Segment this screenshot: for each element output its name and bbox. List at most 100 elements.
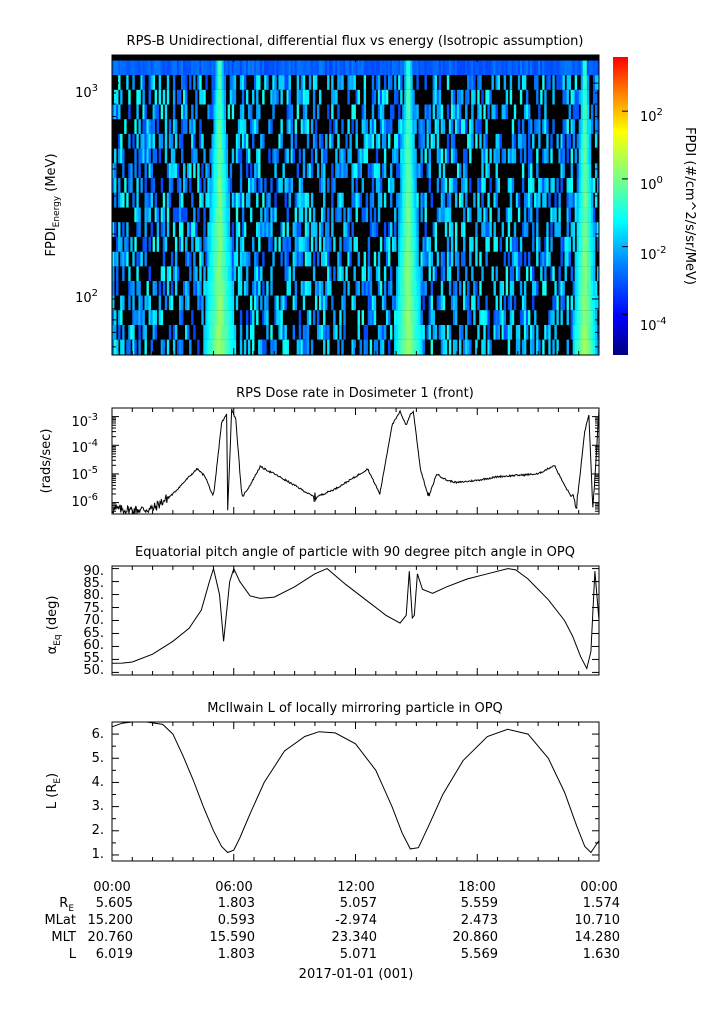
spectrogram-cell bbox=[215, 192, 218, 208]
spectrogram-cell bbox=[517, 251, 521, 267]
spectrogram-cell bbox=[408, 192, 411, 208]
spectrogram-cell bbox=[164, 133, 168, 149]
spectrogram-cell bbox=[383, 324, 387, 340]
ephemeris-label-mlt: MLT bbox=[51, 930, 76, 945]
spectrogram-cell bbox=[183, 75, 186, 90]
spectrogram-cell bbox=[170, 148, 174, 164]
spectrogram-cell bbox=[586, 280, 590, 296]
spectrogram-cell bbox=[566, 60, 569, 76]
spectrogram-cell bbox=[278, 75, 281, 90]
spectrogram-cell bbox=[544, 266, 547, 281]
spectrogram-cell bbox=[572, 133, 576, 149]
spectrogram-cell bbox=[136, 178, 139, 193]
spectrogram-cell bbox=[566, 119, 569, 134]
spectrogram-cell bbox=[199, 119, 202, 134]
spectrogram-cell bbox=[195, 148, 198, 164]
spectrogram-cell bbox=[353, 192, 356, 208]
pitch-angle-y-tick-label-55: 55. bbox=[83, 651, 104, 666]
spectrogram-cell bbox=[148, 310, 151, 325]
spectrogram-cell bbox=[410, 192, 413, 208]
spectrogram-cell bbox=[321, 280, 324, 296]
spectrogram-cell bbox=[359, 60, 362, 76]
spectrogram-cell bbox=[574, 207, 578, 223]
spectrogram-cell bbox=[406, 222, 409, 237]
spectrogram-cell bbox=[258, 75, 261, 90]
spectrogram-cell bbox=[215, 280, 218, 296]
spectrogram-cell bbox=[205, 75, 208, 90]
spectrogram-cell bbox=[523, 148, 527, 164]
spectrogram-cell bbox=[302, 75, 306, 90]
spectrogram-cell bbox=[122, 192, 125, 208]
spectrogram-cell bbox=[479, 60, 482, 76]
spectrogram-cell bbox=[128, 163, 131, 179]
spectrogram-cell bbox=[288, 104, 291, 120]
spectrogram-cell bbox=[363, 119, 367, 134]
spectrogram-cell bbox=[538, 236, 541, 252]
spectrogram-cell bbox=[225, 236, 229, 252]
spectrogram-cell bbox=[189, 60, 192, 76]
spectrogram-cell bbox=[501, 280, 505, 296]
spectrogram-cell bbox=[213, 266, 216, 281]
spectrogram-cell bbox=[296, 60, 300, 76]
ephemeris-mlat-value: 2.473 bbox=[461, 913, 498, 928]
spectrogram-cell bbox=[197, 295, 200, 311]
spectrogram-cell bbox=[580, 207, 584, 223]
spectrogram-cell bbox=[454, 148, 458, 164]
spectrogram-cell bbox=[166, 266, 170, 281]
spectrogram-cell bbox=[178, 207, 182, 223]
spectrogram-cell bbox=[412, 178, 415, 193]
spectrogram-cell bbox=[308, 163, 312, 179]
spectrogram-cell bbox=[337, 266, 340, 281]
spectrogram-cell bbox=[406, 310, 409, 325]
spectrogram-cell bbox=[316, 104, 320, 120]
spectrogram-cell bbox=[122, 339, 125, 355]
spectrogram-cell bbox=[286, 178, 289, 193]
spectrogram-cell bbox=[219, 339, 222, 355]
spectrogram-cell bbox=[229, 339, 233, 355]
spectrogram-cell bbox=[318, 60, 322, 76]
spectrogram-cell bbox=[183, 163, 186, 179]
spectrogram-cell bbox=[176, 339, 180, 355]
spectrogram-cell bbox=[225, 251, 229, 267]
spectrogram-cell bbox=[170, 163, 174, 179]
spectrogram-cell bbox=[402, 266, 405, 281]
spectrogram-cell bbox=[458, 60, 462, 76]
spectrogram-cell bbox=[247, 192, 251, 208]
spectrogram-cell bbox=[511, 266, 515, 281]
mcilwain-l-y-tick-label-6: 6. bbox=[92, 727, 104, 742]
spectrogram-cell bbox=[473, 192, 476, 208]
spectrogram-cell bbox=[469, 119, 472, 134]
spectrogram-cell bbox=[294, 251, 298, 267]
spectrogram-cell bbox=[410, 310, 413, 325]
spectrogram-cell bbox=[560, 148, 563, 164]
spectrogram-cell bbox=[432, 60, 436, 76]
spectrogram-cell bbox=[235, 295, 239, 311]
spectrogram-cell bbox=[371, 310, 375, 325]
spectrogram-cell bbox=[199, 295, 202, 311]
spectrogram-cell bbox=[343, 222, 346, 237]
spectrogram-cell bbox=[201, 251, 204, 267]
spectrogram-cell bbox=[574, 251, 578, 267]
spectrogram-cell bbox=[381, 339, 385, 355]
spectrogram-cell bbox=[207, 310, 210, 325]
spectrogram-cell bbox=[229, 75, 233, 90]
spectrogram-cell bbox=[442, 251, 446, 267]
spectrogram-cell bbox=[359, 192, 362, 208]
spectrogram-cell bbox=[278, 178, 281, 193]
spectrogram-cell bbox=[576, 339, 580, 355]
spectrogram-cell bbox=[428, 295, 431, 311]
spectrogram-cell bbox=[461, 192, 464, 208]
spectrogram-cell bbox=[424, 251, 427, 267]
spectrogram-cell bbox=[241, 222, 245, 237]
spectrogram-cell bbox=[345, 60, 348, 76]
spectrogram-cell bbox=[272, 89, 275, 105]
spectrogram-cell bbox=[420, 280, 423, 296]
spectrogram-cell bbox=[471, 104, 474, 120]
spectrogram-cell bbox=[306, 163, 310, 179]
spectrogram-cell bbox=[221, 266, 225, 281]
spectrogram-cell bbox=[187, 163, 190, 179]
spectrogram-cell bbox=[400, 222, 403, 237]
spectrogram-cell bbox=[112, 266, 115, 281]
spectrogram-cell bbox=[150, 163, 153, 179]
spectrogram-cell bbox=[205, 251, 208, 267]
